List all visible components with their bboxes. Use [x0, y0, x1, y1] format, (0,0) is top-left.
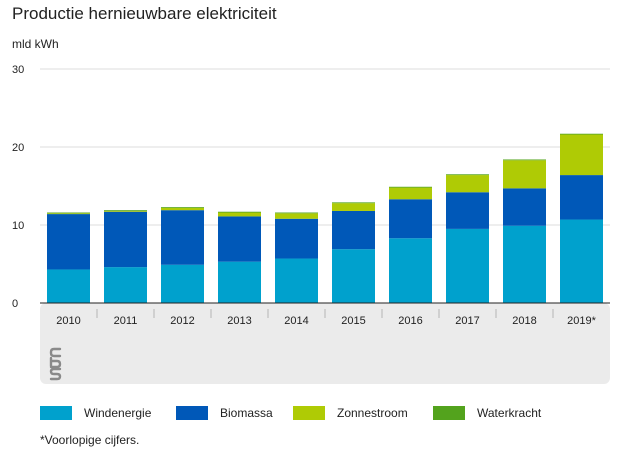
bar-segment-biomassa-2011	[104, 211, 147, 268]
bar-segment-windenergie-2010	[47, 269, 90, 303]
bar-segment-waterkracht-2015	[332, 202, 375, 204]
bar-segment-zonnestroom-2017	[446, 175, 489, 193]
legend-label-zonnestroom: Zonnestroom	[337, 406, 408, 420]
legend-item-windenergie: Windenergie	[40, 406, 176, 420]
legend-item-biomassa: Biomassa	[176, 406, 293, 420]
stacked-bar-chart: 0 10 20 30 2010 2011 2012 2013 2014 2015 2016 2017…	[12, 64, 610, 384]
legend-swatch-zonnestroom	[293, 406, 325, 420]
bar-segment-zonnestroom-2011	[104, 210, 147, 212]
bar-segment-windenergie-2012	[161, 264, 204, 303]
bar-segment-zonnestroom-2018	[503, 160, 546, 189]
legend-swatch-waterkracht	[433, 406, 465, 420]
y-tick-label: 30	[12, 64, 24, 76]
x-tick-label: 2018	[512, 315, 536, 327]
x-tick-label: 2013	[227, 315, 251, 327]
bar-segment-biomassa-2016	[389, 199, 432, 239]
bar-segment-zonnestroom-2014	[275, 213, 318, 219]
bar-segment-waterkracht-2018	[503, 159, 546, 161]
bar-segment-waterkracht-2011	[104, 210, 147, 211]
y-axis-unit-label: mld kWh	[12, 37, 59, 51]
x-tick-label: 2010	[56, 315, 80, 327]
bar-segment-zonnestroom-2010	[47, 213, 90, 215]
bar-segment-windenergie-2016	[389, 238, 432, 303]
bar-segment-waterkracht-2016	[389, 186, 432, 188]
bar-segment-windenergie-2019	[560, 219, 603, 303]
bar-segment-windenergie-2014	[275, 258, 318, 303]
bar-segment-waterkracht-2013	[218, 211, 261, 213]
footnote: *Voorlopige cijfers.	[40, 433, 140, 447]
bar-segment-windenergie-2017	[446, 228, 489, 303]
bar-segment-biomassa-2014	[275, 218, 318, 259]
x-axis-panel	[40, 303, 610, 384]
x-tick-label: 2015	[341, 315, 365, 327]
x-tick-label: 2016	[398, 315, 422, 327]
bar-segment-zonnestroom-2013	[218, 212, 261, 217]
bar-segment-waterkracht-2012	[161, 207, 204, 208]
legend-label-biomassa: Biomassa	[220, 406, 273, 420]
bar-segment-biomassa-2018	[503, 188, 546, 226]
legend-label-windenergie: Windenergie	[84, 406, 152, 420]
bar-segment-waterkracht-2010	[47, 212, 90, 214]
bar-segment-waterkracht-2014	[275, 212, 318, 214]
y-axis-ticks: 0 10 20 30	[12, 64, 24, 310]
y-tick-label: 20	[12, 142, 24, 154]
bar-segment-waterkracht-2017	[446, 174, 489, 176]
legend-item-waterkracht: Waterkracht	[433, 406, 563, 420]
legend-label-waterkracht: Waterkracht	[477, 406, 542, 420]
bar-segment-biomassa-2015	[332, 210, 375, 250]
bar-segment-zonnestroom-2019	[560, 134, 603, 176]
chart-title: Productie hernieuwbare elektriciteit	[12, 4, 277, 23]
legend-swatch-windenergie	[40, 406, 72, 420]
bar-segment-windenergie-2013	[218, 261, 261, 303]
y-tick-label: 0	[12, 298, 18, 310]
bar-segment-biomassa-2019	[560, 175, 603, 220]
bar-segment-biomassa-2012	[161, 210, 204, 265]
cbs-logo-icon	[49, 347, 62, 381]
bar-segment-biomassa-2017	[446, 192, 489, 229]
x-tick-label: 2014	[284, 315, 308, 327]
x-tick-label: 2011	[114, 315, 138, 327]
bar-segment-biomassa-2013	[218, 216, 261, 262]
legend: Windenergie Biomassa Zonnestroom Waterkr…	[40, 406, 563, 420]
x-axis-ticks: 2010 2011 2012 2013 2014 2015 2016 2017 2018 2019…	[56, 309, 597, 327]
y-tick-label: 10	[12, 220, 24, 232]
bars-group	[47, 133, 603, 303]
x-tick-label: 2019*	[567, 315, 596, 327]
bar-segment-zonnestroom-2012	[161, 207, 204, 211]
bar-segment-windenergie-2018	[503, 225, 546, 303]
bar-segment-waterkracht-2019	[560, 133, 603, 135]
bar-segment-windenergie-2015	[332, 249, 375, 303]
bar-segment-windenergie-2011	[104, 267, 147, 303]
x-tick-label: 2012	[170, 315, 194, 327]
bar-segment-biomassa-2010	[47, 214, 90, 270]
legend-swatch-biomassa	[176, 406, 208, 420]
bar-segment-zonnestroom-2015	[332, 203, 375, 211]
x-tick-label: 2017	[455, 315, 479, 327]
bar-segment-zonnestroom-2016	[389, 187, 432, 200]
legend-item-zonnestroom: Zonnestroom	[293, 406, 433, 420]
